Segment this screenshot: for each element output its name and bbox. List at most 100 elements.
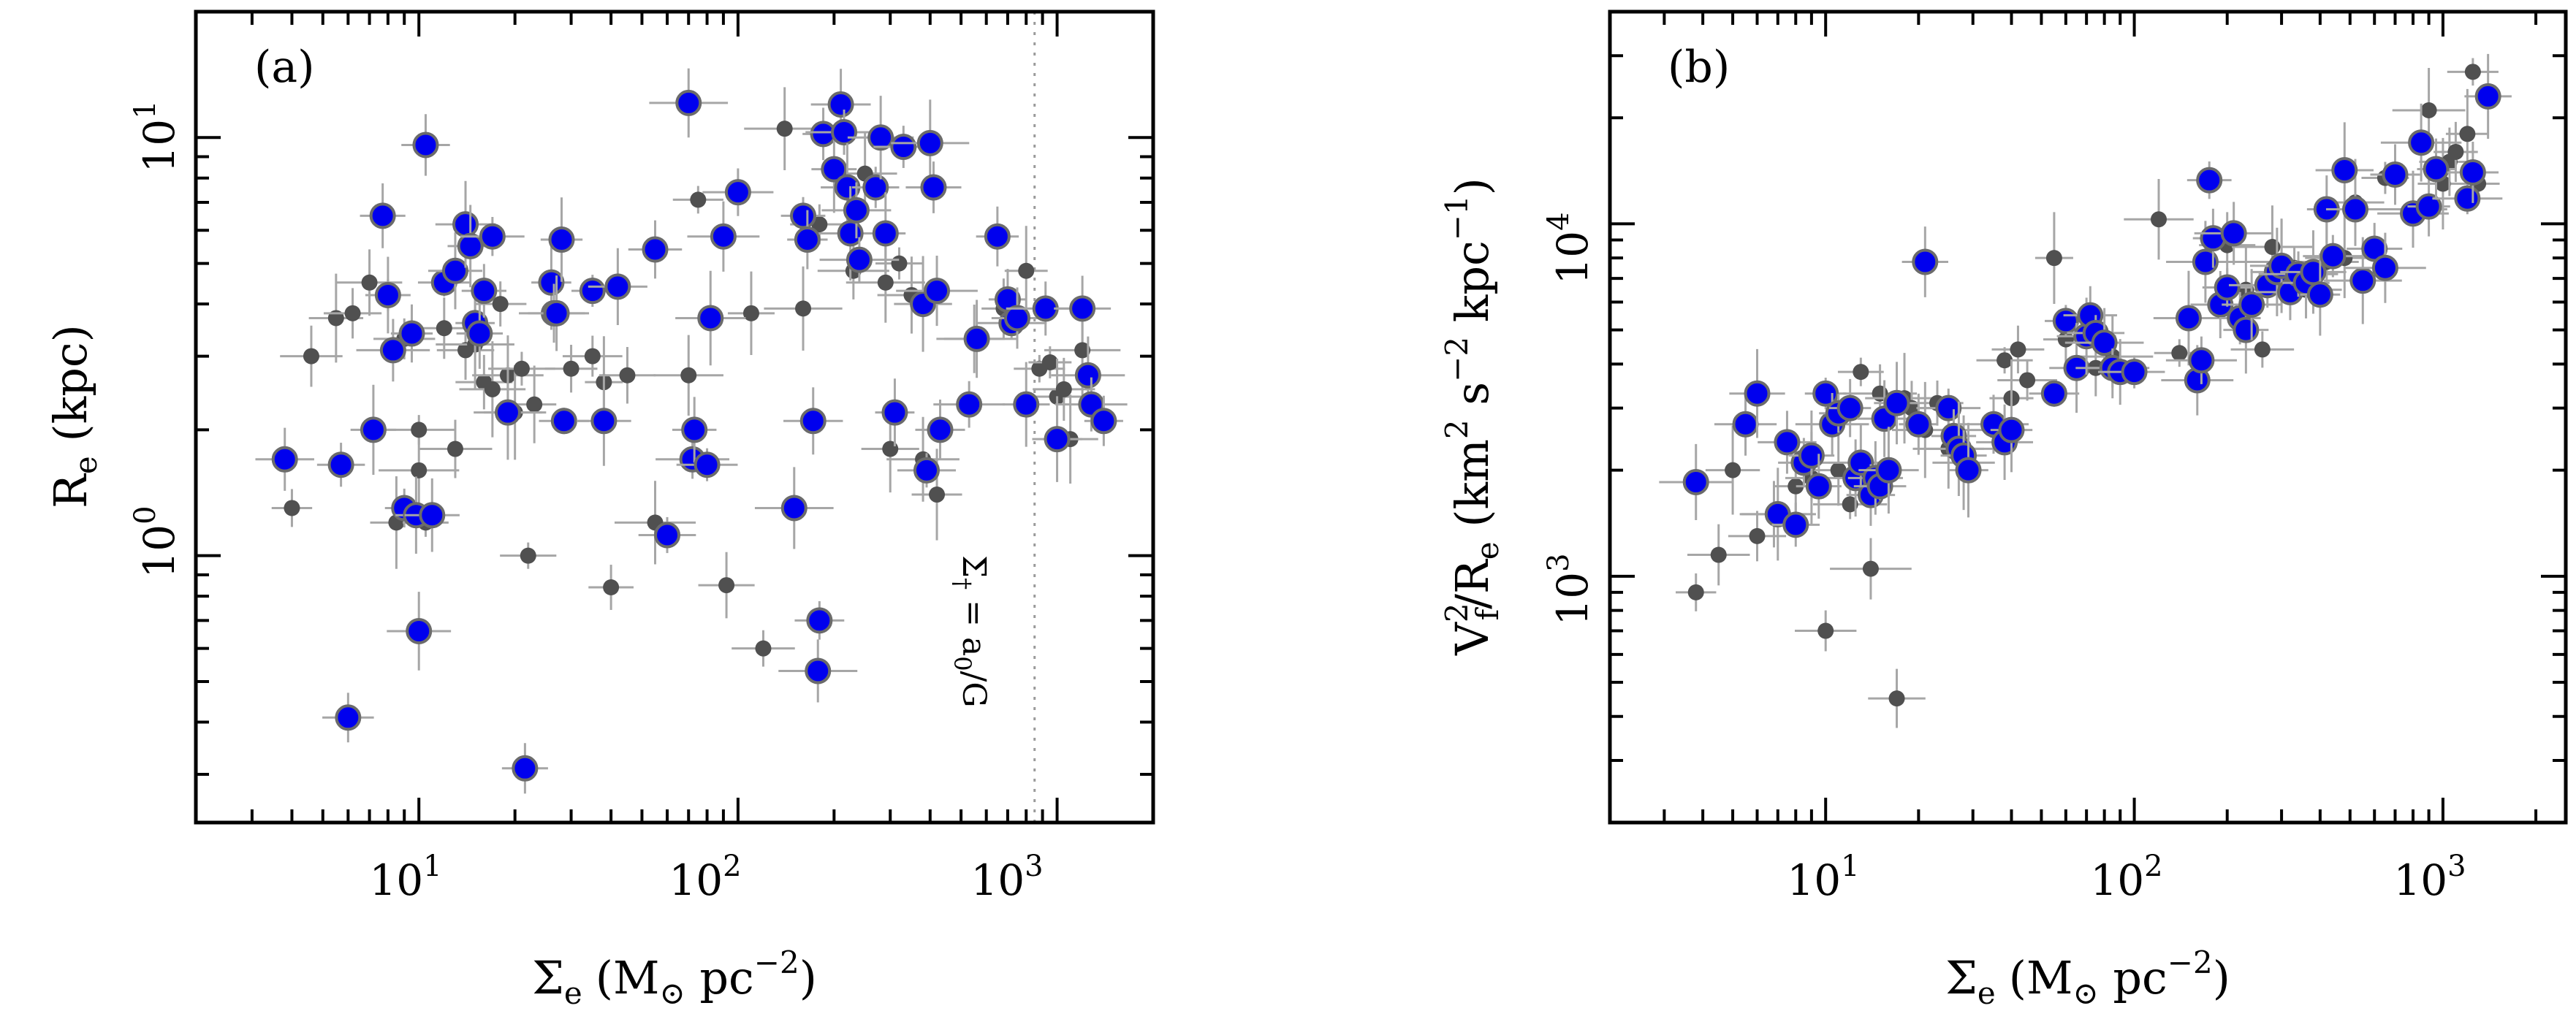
panel-b-blue-marker [2300,259,2327,286]
panel-a-grey-point [1004,226,1048,316]
panel-b-blue-point [2194,202,2273,265]
panel-b-grey-marker [1996,352,2013,369]
panel-a-grey-point [280,325,343,387]
panel-b-grey-marker [2045,250,2062,267]
panel-a-blue-marker [579,278,606,305]
panel-a-blue-marker [697,305,724,332]
panel-a-blue-point [865,192,906,275]
panel-a-grey-marker [584,348,601,365]
panel-a-blue-marker [927,416,954,443]
panel-a-blue-marker [827,91,854,118]
panel-b-blue-point [2029,380,2080,407]
panel-b-blue-point [2165,336,2237,384]
panel-b-grey-point [1991,325,2045,374]
panel-b-blue-marker [2121,359,2148,386]
panel-a-blue-marker [867,124,894,151]
panel-a-grey-marker [447,440,463,457]
panel-b-blue-point [1829,378,1872,438]
panel-b-blue-point [2202,268,2252,307]
panel-a-blue-marker [916,129,943,156]
panel-b-blue-marker [1732,411,1759,438]
panel-b-grey-marker [1725,462,1741,478]
panel-b-y-axis-label: V2f/Re (km2 s−2 kpc−1) [1439,178,1505,656]
panel-b-blue-marker [2408,129,2435,156]
panel-b-grey-marker [1830,462,1847,478]
panel-b-x-tick-10: 101 [1787,850,1859,905]
panel-a-grey-point [323,288,382,339]
panel-b-grey-marker [1687,584,1704,600]
panel-b-blue-point [2222,269,2282,340]
panel-a-blue-point [897,453,957,488]
panel-b-blue-marker [1875,457,1902,484]
panel-a-blue-marker [1074,362,1101,389]
panel-b-x-tick-100: 102 [2090,850,2162,905]
panel-a-blue-marker [831,118,858,145]
panel-b-grey-point [1830,538,1912,600]
panel-a-blue-point [783,387,843,455]
panel-a-grey-point [732,630,795,667]
panel-a-y-axis-label: Re (kpc) [44,324,104,508]
panel-b-grey-point [1728,511,1787,562]
panel-a-grey-marker [619,367,636,384]
panel-b-y-tick-1000: 103 [1542,553,1597,625]
panel-a-blue-point [905,161,962,213]
panel-b-blue-point [1916,388,1981,428]
panel-a-blue-point [461,264,506,318]
panel-a-blue-marker [538,269,565,296]
panel-b-grey-marker [2254,341,2271,358]
panel-a-grey-point [379,435,460,506]
panel-a-grey-marker [1041,354,1058,371]
panel-a-grey-marker [284,500,300,516]
panel-a-blue-marker [327,451,354,478]
panel-b-blue-marker [2175,305,2202,332]
panel-a-blue-point [628,220,683,279]
panel-a-grey-marker [563,360,580,377]
panel-a-blue-marker [984,223,1011,250]
panel-a-x-tick-100: 102 [669,850,741,905]
panel-b-blue-marker [2331,156,2358,183]
panel-b-blue-marker [2371,254,2398,281]
panel-a-blue-point [540,197,583,282]
panel-b-grey-marker [1853,364,1869,381]
panel-b-blue-marker [2415,193,2442,220]
panel-a-blue-point [322,693,374,743]
panel-a-grey-marker [492,296,509,313]
panel-b-grey-marker [1710,546,1727,563]
panel-b-points [1659,53,2512,728]
panel-b-grey-point [2034,212,2073,305]
panel-a-grey-marker [680,367,697,384]
panel-b-blue-point [1858,427,1919,514]
panel-a-blue-marker [550,408,577,435]
panel-a-blue-point [350,384,397,475]
panel-a-grey-point [418,419,493,478]
panel-a-blue-marker [335,704,362,731]
panel-a-blue-marker [956,391,983,418]
panel-a-blue-point [638,516,696,554]
panel-a-blue-marker [466,320,493,347]
panel-b-blue-marker [1744,380,1771,407]
panel-b-grey-marker [2459,126,2476,142]
panel-b-blue-marker [1774,429,1801,456]
panel-a-blue-point [360,183,406,248]
panel-a-grey-marker [718,577,735,594]
panel-b-blue-marker [2238,291,2265,318]
panel-b-grey-marker [2171,345,2188,362]
panel-a-blue-marker [890,134,917,161]
panel-a-blue-marker [794,226,821,253]
panel-a-blue-marker [379,337,406,364]
panel-a-grey-marker [411,462,428,478]
panel-a-grey-marker [411,421,428,438]
panel-b-grey-marker [1842,496,1858,513]
panel-a-grey-marker [436,320,452,337]
panel-b-blue-point [2303,234,2363,278]
panel-a-grey-point [599,346,656,404]
panel-a-blue-point [356,318,430,382]
panel-a-blue-point [675,270,746,366]
panel-a-blue-marker [806,607,833,634]
panel-b-grey-point [2124,179,2194,260]
panel-a-grey-point [764,266,843,351]
panel-a-grey-marker [690,191,707,208]
panel-a-blue-point [891,99,970,187]
panel-a-blue-marker [924,278,951,305]
panel-b-blue-marker [1955,457,1982,484]
